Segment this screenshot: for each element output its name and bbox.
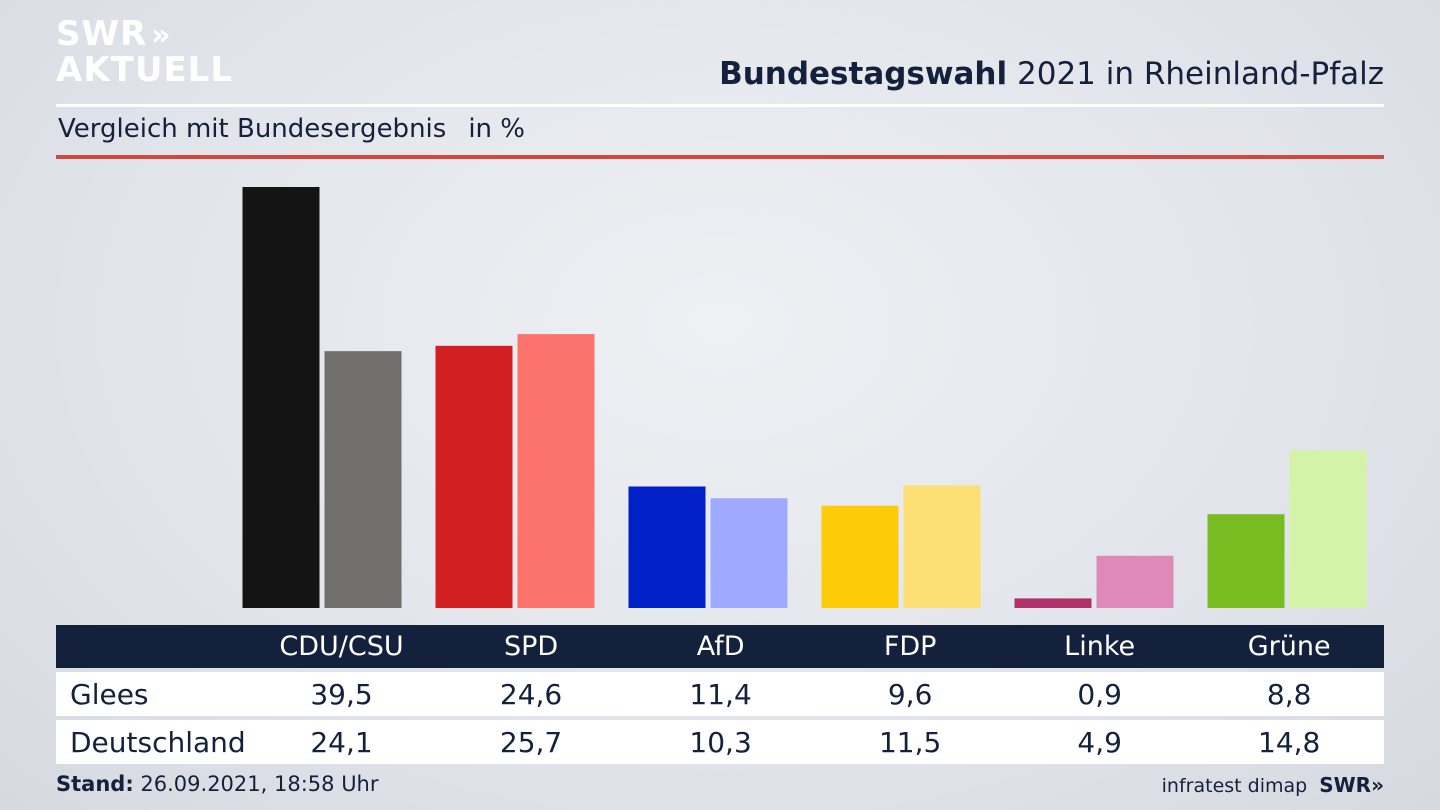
title-rest: 2021 in Rheinland-Pfalz: [1017, 56, 1384, 92]
stand-value: 26.09.2021, 18:58 Uhr: [140, 772, 379, 796]
timestamp: Stand: 26.09.2021, 18:58 Uhr: [56, 772, 379, 796]
table-row: Deutschland 24,1 25,7 10,3 11,5 4,9 14,8: [56, 720, 1384, 764]
bar-cdu-glees: [242, 187, 320, 608]
bar-spd-deutschland: [517, 334, 595, 608]
value-glees-afd: 11,4: [689, 677, 752, 711]
header-cell-afd: AfD: [696, 631, 745, 662]
value-glees-gruene: 8,8: [1266, 677, 1312, 711]
chart-subtitle: Vergleich mit Bundesergebnis in %: [58, 114, 525, 144]
row-label-glees: Glees: [70, 677, 149, 711]
value-de-fdp: 11,5: [878, 725, 942, 759]
value-glees-linke: 0,9: [1077, 677, 1122, 711]
accent-divider: [56, 155, 1384, 159]
subtitle-text: Vergleich mit Bundesergebnis: [58, 114, 447, 144]
unit-label: in %: [468, 114, 525, 144]
bar-cdu-deutschland: [324, 351, 402, 608]
results-table: CDU/CSU SPD AfD FDP Linke Grüne Glees 39…: [56, 625, 1384, 764]
bar-fdp-deutschland: [903, 485, 981, 608]
swr-brand-mark: SWR»: [1319, 773, 1384, 797]
bar-fdp-glees: [821, 505, 899, 608]
header-cell-cdu: CDU/CSU: [279, 631, 404, 662]
value-glees-cdu: 39,5: [310, 677, 373, 711]
bar-afd-deutschland: [710, 498, 788, 608]
bar-linke-glees: [1014, 598, 1092, 608]
row-label-deutschland: Deutschland: [70, 725, 246, 759]
header-divider: [56, 104, 1384, 107]
bar-gruene-deutschland: [1289, 450, 1367, 608]
header-cell-fdp: FDP: [883, 631, 937, 662]
swr-aktuell-logo: SWR» AKTUELL: [56, 16, 233, 88]
bar-linke-deutschland: [1096, 555, 1174, 608]
value-de-afd: 10,3: [689, 725, 752, 759]
header-cell-linke: Linke: [1064, 631, 1136, 662]
logo-swr-text: SWR: [56, 14, 148, 54]
value-de-cdu: 24,1: [310, 725, 373, 759]
value-de-spd: 25,7: [499, 725, 563, 759]
value-glees-fdp: 9,6: [887, 677, 933, 711]
header-cell-gruene: Grüne: [1247, 631, 1331, 662]
bar-gruene-glees: [1207, 514, 1285, 608]
table-header-row: CDU/CSU SPD AfD FDP Linke Grüne: [56, 625, 1384, 668]
bar-spd-glees: [435, 345, 513, 608]
page-title: Bundestagswahl 2021 in Rheinland-Pfalz: [719, 56, 1384, 92]
value-glees-spd: 24,6: [499, 677, 563, 711]
logo-aktuell-text: AKTUELL: [56, 50, 234, 90]
value-de-linke: 4,9: [1077, 725, 1122, 759]
bar-afd-glees: [628, 486, 706, 608]
source-text: infratest dimap: [1161, 775, 1308, 797]
value-de-gruene: 14,8: [1258, 725, 1321, 759]
source-credit: infratest dimap SWR»: [1162, 773, 1384, 797]
stand-label: Stand:: [56, 772, 134, 796]
table-row: Glees 39,5 24,6 11,4 9,6 0,9 8,8: [56, 672, 1384, 716]
title-bold: Bundestagswahl: [719, 56, 1008, 92]
header-cell-spd: SPD: [503, 631, 559, 662]
